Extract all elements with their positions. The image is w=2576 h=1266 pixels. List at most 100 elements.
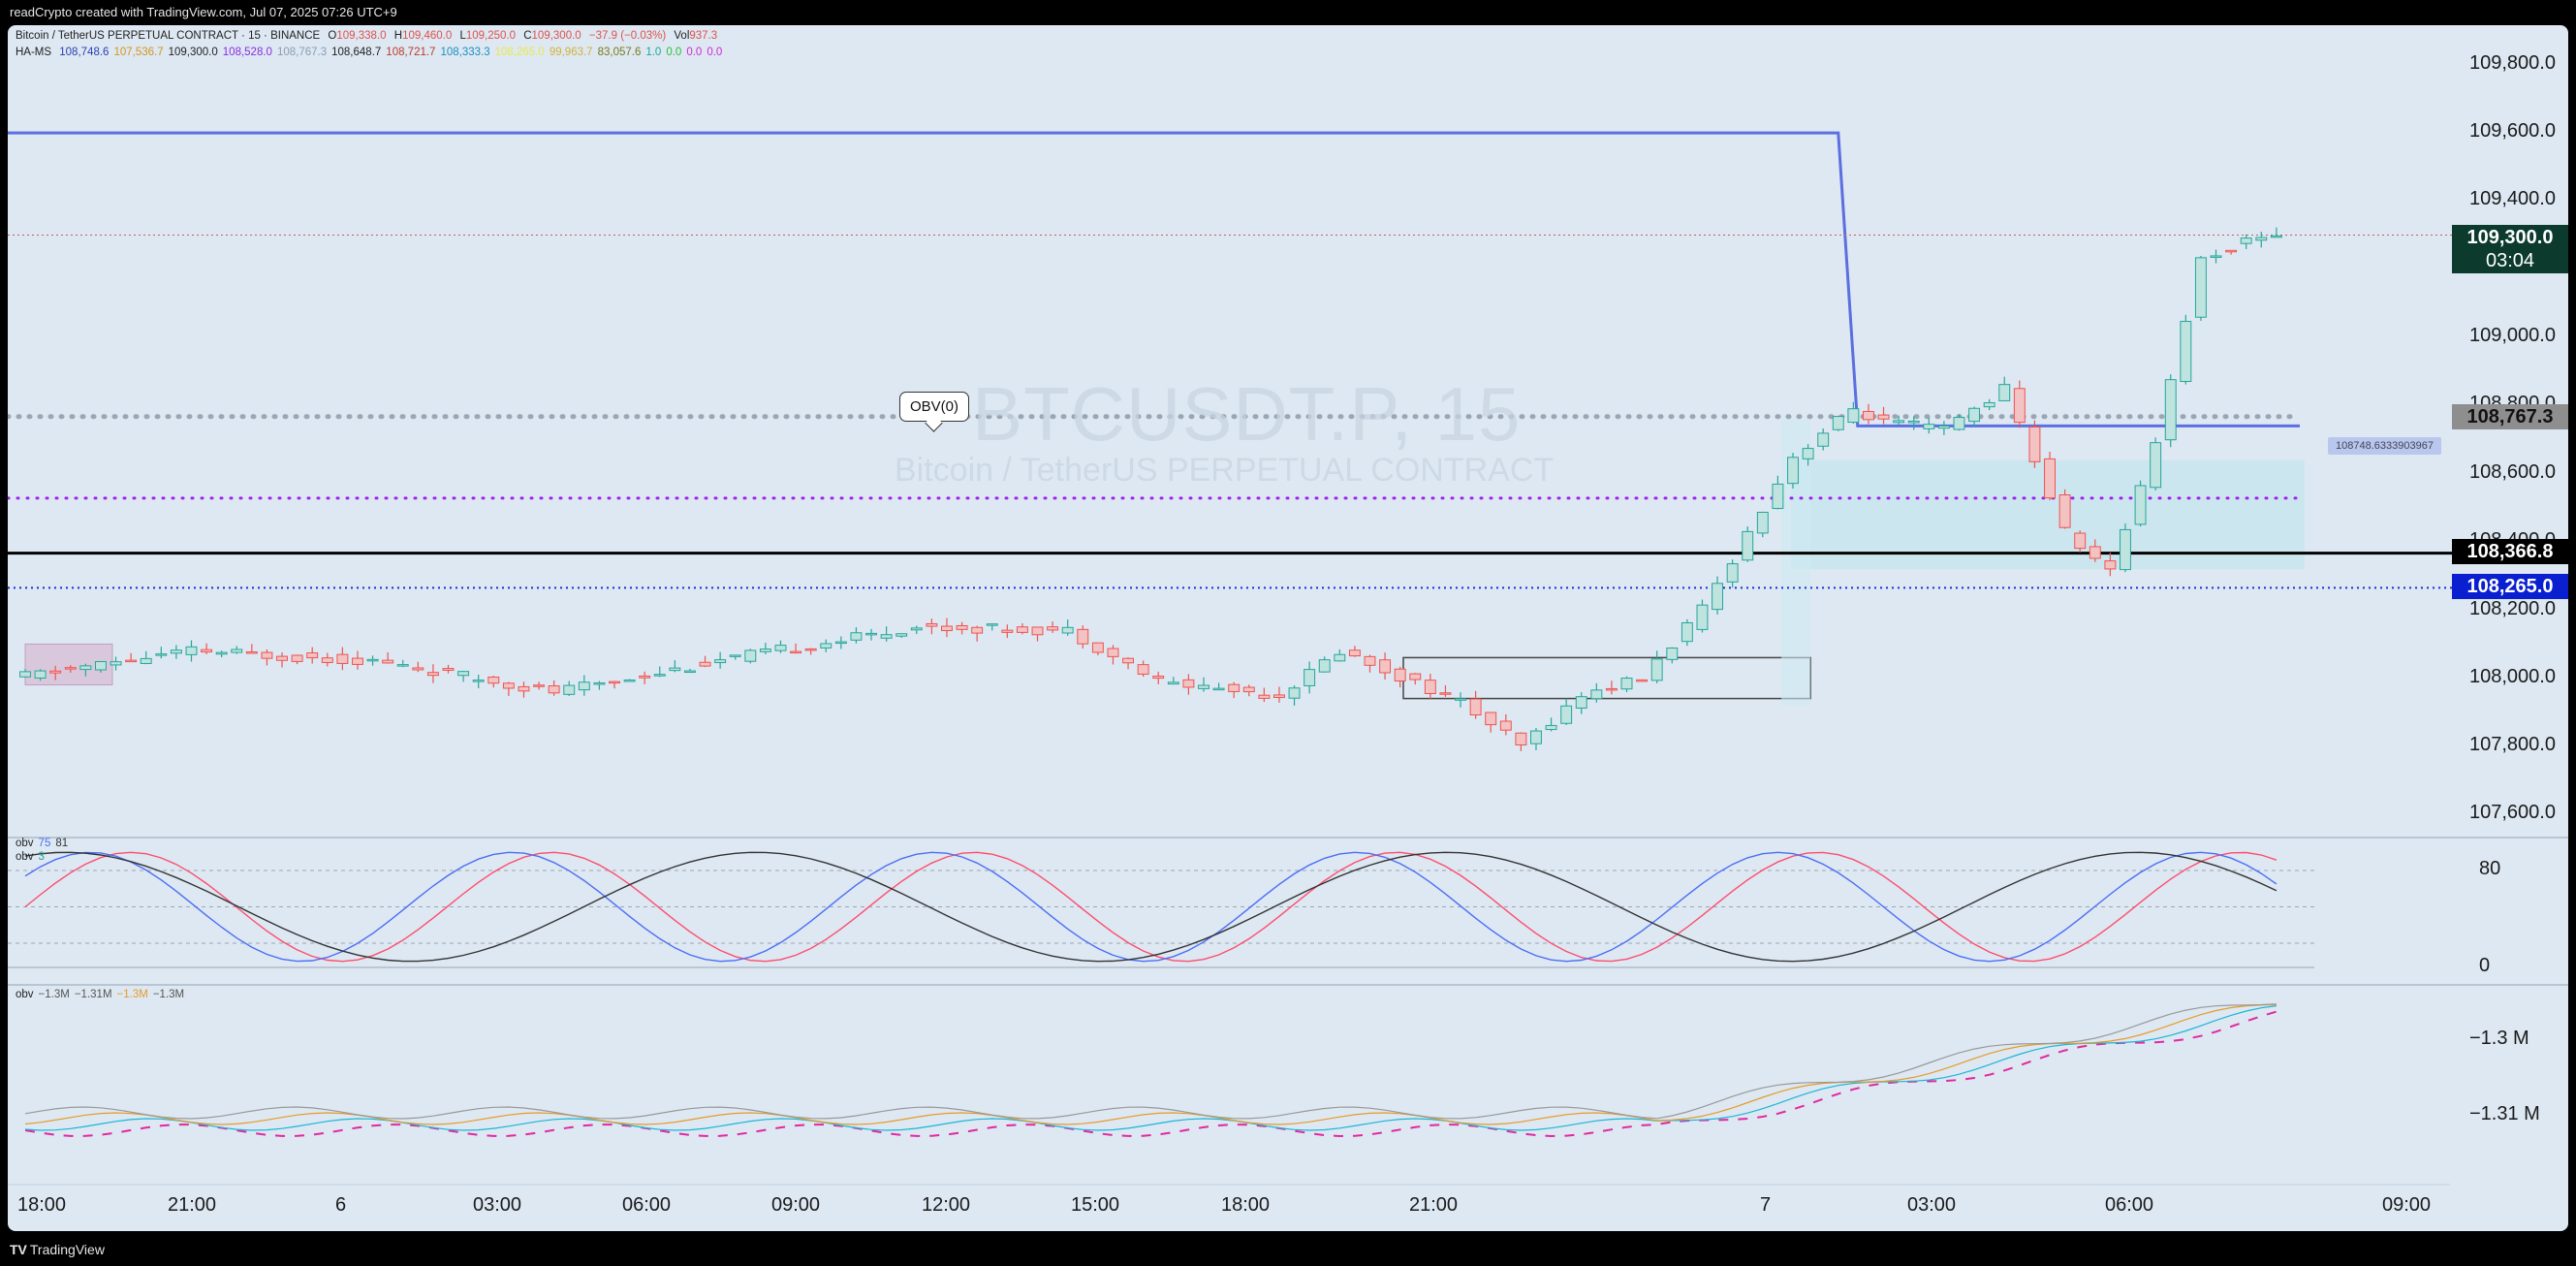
candle-body (1636, 679, 1649, 682)
indicator-value: 108,528.0 (222, 47, 272, 58)
candle-body (548, 685, 560, 694)
candle-body (1379, 659, 1392, 674)
candle-body (2104, 560, 2117, 570)
candle-body (382, 659, 394, 664)
candle-body (714, 659, 727, 664)
footer-bar: TV TradingView (0, 1233, 2576, 1266)
open-label: O (328, 30, 337, 42)
chart-svg[interactable] (8, 25, 2568, 1231)
price-tick: 108,200.0 (2469, 598, 2556, 619)
obv-line (24, 1003, 2277, 1125)
candle-body (1212, 687, 1225, 691)
candle-body (2164, 379, 2177, 441)
candle-body (412, 667, 424, 671)
vol-label: Vol (674, 30, 690, 42)
pane3-value: −1.3M (116, 989, 148, 1000)
candle-body (759, 649, 771, 652)
osc-line (24, 851, 2278, 963)
candle-body (578, 681, 590, 691)
candle-body (1590, 689, 1603, 700)
candle-body (1620, 678, 1633, 690)
candle-body (1605, 687, 1618, 691)
value-tag: 108748.6333903967 (2328, 437, 2441, 455)
pane3-value: −1.3M (38, 989, 70, 1000)
candle-body (487, 676, 500, 684)
candle-body (865, 632, 877, 636)
indicator-value: 99,963.7 (549, 47, 593, 58)
candle-body (1515, 732, 1527, 745)
candle-body (140, 657, 152, 664)
indicator-value: 109,300.0 (168, 47, 218, 58)
blue-level-line (8, 131, 2300, 427)
candle-body (1862, 410, 1874, 421)
candle-body (1893, 420, 1905, 424)
pane3-legend[interactable]: obv −1.3M −1.31M −1.3M −1.3M (16, 989, 189, 1000)
grey-level-badge: 108,767.3 (2452, 404, 2568, 429)
candle-body (2180, 321, 2192, 383)
pane2-name: obv (16, 851, 34, 863)
price-tick: 107,800.0 (2469, 734, 2556, 755)
candle-body (820, 643, 832, 649)
indicator-name[interactable]: HA-MS (16, 47, 52, 58)
vol-value: 937.3 (689, 30, 718, 42)
candle-body (2044, 458, 2056, 499)
candle-body (321, 657, 333, 664)
time-tick: 15:00 (1071, 1194, 1120, 1216)
time-tick: 12:00 (922, 1194, 971, 1216)
pane2-tick: 0 (2479, 955, 2491, 976)
candle-body (94, 660, 107, 671)
candle-body (306, 652, 319, 659)
last-price-badge: 109,300.0 (2452, 225, 2568, 250)
time-tick: 6 (335, 1194, 347, 1216)
pane3-value: −1.31M (74, 989, 112, 1000)
top-credit-bar: readCrypto created with TradingView.com,… (0, 0, 2576, 25)
candle-body (155, 653, 168, 656)
candle-body (1712, 583, 1724, 611)
candle-body (2150, 442, 2162, 489)
candle-body (1742, 530, 1754, 561)
candle-body (971, 626, 984, 634)
candle-body (457, 671, 470, 677)
candle-body (1575, 696, 1587, 709)
symbol-legend[interactable]: Bitcoin / TetherUS PERPETUAL CONTRACT · … (16, 30, 722, 42)
symbol-title[interactable]: Bitcoin / TetherUS PERPETUAL CONTRACT · … (16, 30, 321, 42)
candle-body (1016, 626, 1028, 633)
tradingview-logo[interactable]: TV TradingView (10, 1242, 105, 1257)
indicator-legend[interactable]: HA-MS 108,748.6 107,536.7 109,300.0 108,528… (16, 47, 727, 58)
candle-body (2240, 237, 2252, 244)
candle-body (291, 654, 303, 662)
candle-body (426, 672, 439, 677)
candle-body (1167, 681, 1179, 685)
candle-body (669, 667, 681, 672)
candle-body (201, 649, 213, 653)
candle-body (2225, 249, 2238, 253)
candle-body (941, 625, 953, 632)
price-tick: 109,600.0 (2469, 120, 2556, 142)
black-level-badge: 108,366.8 (2452, 539, 2568, 564)
obv-callout[interactable]: OBV(0) (899, 392, 970, 422)
indicator-value: 108,721.7 (386, 47, 436, 58)
candle-body (1968, 407, 1981, 423)
time-tick: 06:00 (2105, 1194, 2154, 1216)
candle-body (926, 622, 938, 627)
candle-body (231, 649, 243, 653)
price-tick: 109,800.0 (2469, 52, 2556, 74)
candle-body (518, 685, 530, 692)
candle-body (1877, 414, 1890, 420)
indicator-value: 1.0 (645, 47, 662, 58)
indicator-value: 0.0 (707, 47, 723, 58)
chart-frame[interactable]: BTCUSDT.P, 15 Bitcoin / TetherUS PERPETU… (8, 25, 2568, 1231)
candle-body (1304, 669, 1316, 686)
candle-body (215, 651, 228, 655)
indicator-value: 0.0 (666, 47, 682, 58)
candle-body (2013, 388, 2026, 424)
time-tick: 21:00 (1409, 1194, 1459, 1216)
pane2-legend[interactable]: obv 75 81 (16, 838, 73, 849)
pane3-tick: −1.31 M (2469, 1103, 2540, 1124)
candle-body (956, 624, 968, 630)
candle-body (170, 649, 182, 654)
candle-body (185, 646, 198, 655)
candle-body (19, 671, 31, 678)
pane2-legend-2[interactable]: obv 3 (16, 851, 49, 863)
indicator-value: 107,536.7 (113, 47, 164, 58)
